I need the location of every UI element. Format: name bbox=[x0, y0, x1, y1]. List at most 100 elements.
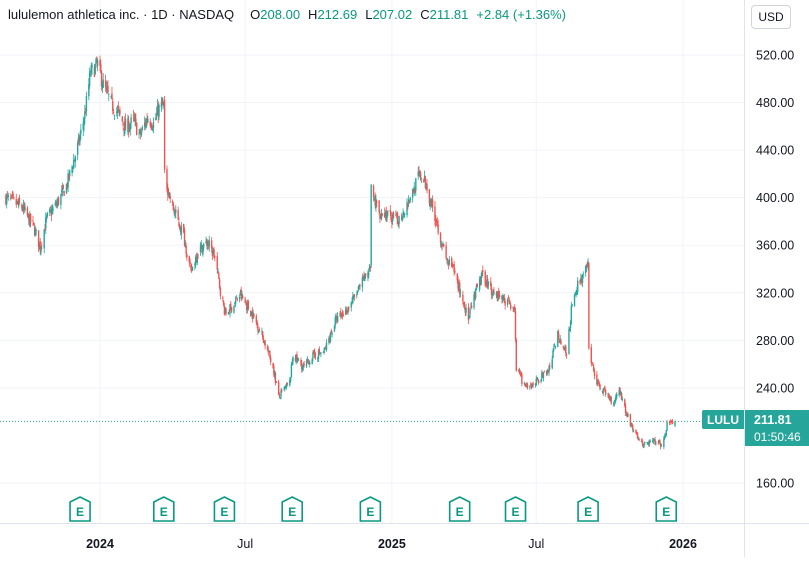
earnings-marker[interactable]: E bbox=[69, 496, 91, 522]
candle-body bbox=[301, 363, 303, 370]
earnings-marker[interactable]: E bbox=[655, 496, 678, 522]
candle-body bbox=[52, 207, 54, 212]
candle-body bbox=[447, 259, 449, 261]
candle-body bbox=[490, 287, 493, 296]
candle-body bbox=[235, 298, 238, 300]
candle-body bbox=[269, 357, 272, 362]
candle-body bbox=[289, 379, 291, 386]
candle-body bbox=[151, 124, 153, 129]
candle-body bbox=[431, 199, 434, 208]
candle-body bbox=[502, 295, 505, 300]
candle-body bbox=[607, 394, 609, 396]
candle-body bbox=[462, 294, 464, 302]
earnings-marker[interactable]: E bbox=[281, 496, 304, 522]
candle-body bbox=[361, 277, 364, 288]
earnings-badge-shape bbox=[359, 496, 382, 522]
candle-body bbox=[60, 194, 62, 205]
candle-body bbox=[10, 195, 13, 197]
candle-body bbox=[5, 195, 7, 205]
candle-body bbox=[15, 199, 17, 205]
x-tick-label: 2025 bbox=[378, 537, 406, 551]
candle-body bbox=[428, 189, 431, 204]
low-value: 207.02 bbox=[372, 7, 413, 22]
currency-button[interactable]: USD bbox=[751, 5, 791, 29]
candle-body bbox=[610, 397, 612, 404]
earnings-marker[interactable]: E bbox=[213, 496, 236, 522]
candle-body bbox=[250, 310, 252, 317]
candle-body bbox=[560, 340, 562, 345]
candle-body bbox=[250, 312, 253, 316]
earnings-marker[interactable]: E bbox=[153, 496, 175, 522]
candle-body bbox=[77, 137, 80, 141]
candle-body bbox=[32, 220, 34, 222]
candle-body bbox=[184, 243, 187, 245]
candle-body bbox=[400, 217, 403, 219]
y-tick-label: 320.00 bbox=[756, 286, 794, 300]
candle-body bbox=[474, 288, 477, 299]
candle-body bbox=[569, 322, 572, 329]
candle-body bbox=[529, 384, 532, 386]
candle-body bbox=[88, 72, 91, 86]
candle-body bbox=[45, 217, 47, 229]
y-tick-label: 400.00 bbox=[756, 191, 794, 205]
candle-body bbox=[577, 280, 579, 292]
candle-body bbox=[273, 372, 276, 377]
candle-body bbox=[424, 176, 427, 189]
candle-body bbox=[173, 210, 175, 213]
candle-body bbox=[658, 441, 660, 443]
earnings-marker[interactable]: E bbox=[577, 496, 599, 522]
candle-body bbox=[261, 331, 264, 338]
candle-body bbox=[569, 328, 571, 331]
candle-body bbox=[480, 276, 482, 285]
candle-body bbox=[504, 301, 506, 306]
candle-body bbox=[665, 430, 667, 436]
candle-body bbox=[225, 308, 227, 315]
candle-body bbox=[26, 207, 29, 216]
candle-body bbox=[389, 209, 392, 212]
candle-body bbox=[113, 115, 116, 116]
candle-body bbox=[292, 356, 294, 362]
candle-body bbox=[155, 113, 158, 116]
candle-body bbox=[419, 172, 422, 181]
candle-body bbox=[124, 118, 127, 131]
candle-body bbox=[395, 214, 397, 216]
candle-body bbox=[191, 268, 193, 271]
candle-body bbox=[329, 332, 332, 342]
candle-body bbox=[446, 259, 448, 261]
candle-body bbox=[579, 279, 581, 284]
candle-body bbox=[481, 271, 483, 276]
earnings-marker[interactable]: E bbox=[359, 496, 382, 522]
candle-body bbox=[168, 193, 171, 197]
candle-body bbox=[435, 223, 438, 225]
candle-body bbox=[112, 111, 115, 113]
candle-body bbox=[175, 209, 177, 213]
last-price-value: 211.81 bbox=[754, 413, 792, 427]
candle-body bbox=[7, 194, 9, 197]
candle-body bbox=[57, 197, 60, 205]
candle-body bbox=[546, 370, 549, 374]
candle-body bbox=[160, 102, 163, 108]
earnings-marker[interactable]: E bbox=[448, 496, 471, 522]
high-value: 212.69 bbox=[317, 7, 358, 22]
candle-body bbox=[228, 312, 230, 313]
candle-body bbox=[303, 363, 305, 365]
candle-body bbox=[604, 389, 607, 395]
bar-countdown: 01:50:46 bbox=[754, 430, 801, 444]
candle-body bbox=[272, 363, 274, 368]
candle-body bbox=[93, 67, 96, 77]
candle-body bbox=[620, 393, 623, 400]
candle-body bbox=[406, 201, 408, 216]
candle-body bbox=[101, 85, 104, 89]
candle-body bbox=[415, 178, 417, 191]
candle-body bbox=[508, 299, 510, 302]
candle-body bbox=[29, 213, 32, 223]
candle-body bbox=[620, 391, 622, 395]
candle-body bbox=[275, 381, 277, 383]
candle-body bbox=[255, 316, 258, 323]
earnings-marker[interactable]: E bbox=[504, 496, 527, 522]
candle-body bbox=[195, 257, 197, 266]
candle-body bbox=[72, 160, 75, 169]
last-price-tag: 211.81 01:50:46 bbox=[745, 410, 809, 446]
